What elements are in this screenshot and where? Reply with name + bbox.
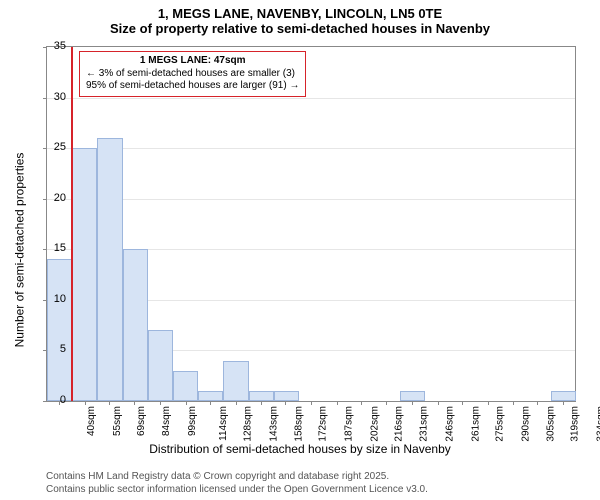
x-tick-mark [412,401,413,405]
chart-footer: Contains HM Land Registry data © Crown c… [46,471,600,496]
marker-line [71,47,73,401]
x-tick-label: 305sqm [546,406,557,442]
x-tick-label: 275sqm [494,406,505,442]
x-tick-mark [285,401,286,405]
x-tick-mark [488,401,489,405]
x-tick-label: 84sqm [161,406,172,436]
x-tick-mark [210,401,211,405]
histogram-bar [274,391,299,401]
x-tick-label: 69sqm [136,406,147,436]
x-tick-mark [337,401,338,405]
y-tick-label: 35 [42,40,66,52]
x-tick-label: 55sqm [112,406,123,436]
gridline [47,98,575,99]
x-tick-label: 40sqm [86,406,97,436]
chart-title-main: 1, MEGS LANE, NAVENBY, LINCOLN, LN5 0TE [0,6,600,21]
x-axis-label: Distribution of semi-detached houses by … [0,442,600,456]
histogram-bar [47,259,72,401]
histogram-bar [148,330,173,401]
x-tick-mark [537,401,538,405]
histogram-bar [72,148,97,401]
histogram-bar [400,391,425,401]
title-block: 1, MEGS LANE, NAVENBY, LINCOLN, LN5 0TE … [0,6,600,36]
x-tick-mark [386,401,387,405]
histogram-bar [249,391,274,401]
plot-area: 40sqm55sqm69sqm84sqm99sqm114sqm128sqm143… [46,46,576,402]
x-tick-mark [311,401,312,405]
x-tick-mark [462,401,463,405]
x-tick-mark [236,401,237,405]
x-tick-mark [160,401,161,405]
y-tick-label: 30 [42,91,66,103]
x-tick-label: 128sqm [242,406,253,442]
x-tick-mark [109,401,110,405]
histogram-bar [198,391,223,401]
x-tick-mark [361,401,362,405]
x-tick-label: 231sqm [419,406,430,442]
x-tick-label: 202sqm [369,406,380,442]
x-tick-mark [186,401,187,405]
x-tick-mark [438,401,439,405]
chart-container: 1, MEGS LANE, NAVENBY, LINCOLN, LN5 0TE … [0,0,600,500]
x-tick-label: 261sqm [470,406,481,442]
chart-title-sub: Size of property relative to semi-detach… [0,21,600,36]
callout-line-2: 95% of semi-detached houses are larger (… [86,80,299,93]
histogram-bar [123,249,148,401]
x-tick-mark [563,401,564,405]
x-tick-label: 187sqm [344,406,355,442]
histogram-bar [173,371,198,401]
y-tick-label: 10 [42,293,66,305]
footer-line-2: Contains public sector information licen… [46,484,600,497]
callout-line-1: ← 3% of semi-detached houses are smaller… [86,68,299,81]
y-tick-label: 5 [42,343,66,355]
gridline [47,199,575,200]
x-tick-label: 143sqm [268,406,279,442]
x-tick-label: 172sqm [318,406,329,442]
histogram-bar [97,138,122,401]
histogram-bar [551,391,576,401]
x-tick-label: 334sqm [596,406,600,442]
marker-callout: 1 MEGS LANE: 47sqm← 3% of semi-detached … [79,51,306,97]
histogram-bar [223,361,248,401]
y-tick-label: 20 [42,192,66,204]
footer-line-1: Contains HM Land Registry data © Crown c… [46,471,600,484]
x-tick-label: 246sqm [445,406,456,442]
y-tick-label: 0 [42,394,66,406]
x-tick-label: 99sqm [187,406,198,436]
x-tick-mark [513,401,514,405]
y-tick-label: 25 [42,141,66,153]
y-axis-label: Number of semi-detached properties [13,153,27,348]
x-tick-mark [261,401,262,405]
gridline [47,148,575,149]
x-tick-label: 158sqm [294,406,305,442]
y-tick-label: 15 [42,242,66,254]
x-tick-mark [85,401,86,405]
callout-title: 1 MEGS LANE: 47sqm [86,55,299,68]
x-tick-label: 319sqm [570,406,581,442]
x-tick-label: 114sqm [218,406,229,441]
x-tick-mark [134,401,135,405]
x-tick-label: 216sqm [393,406,404,442]
x-tick-label: 290sqm [520,406,531,442]
